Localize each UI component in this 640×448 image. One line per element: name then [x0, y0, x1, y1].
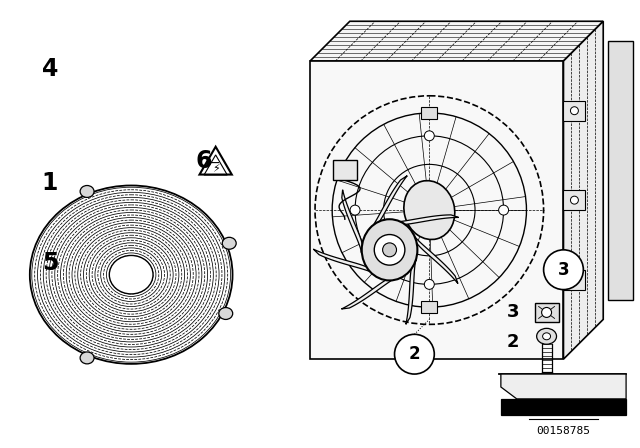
Polygon shape	[501, 374, 626, 399]
Polygon shape	[406, 259, 416, 324]
Polygon shape	[501, 399, 626, 415]
Text: 6: 6	[196, 149, 212, 173]
Text: 5: 5	[42, 251, 58, 275]
Text: —: —	[205, 157, 220, 171]
Polygon shape	[421, 301, 437, 313]
Polygon shape	[310, 21, 604, 61]
Text: 3: 3	[557, 261, 570, 279]
Polygon shape	[370, 176, 407, 229]
Polygon shape	[534, 302, 559, 323]
Polygon shape	[333, 160, 356, 180]
Ellipse shape	[537, 328, 557, 344]
Ellipse shape	[543, 333, 550, 340]
Polygon shape	[342, 190, 362, 253]
Ellipse shape	[570, 107, 579, 115]
Circle shape	[543, 250, 583, 289]
Text: ⚡: ⚡	[212, 164, 220, 174]
Ellipse shape	[80, 185, 94, 198]
Ellipse shape	[222, 237, 236, 249]
Ellipse shape	[374, 235, 405, 265]
Polygon shape	[421, 107, 437, 119]
Polygon shape	[563, 21, 604, 359]
Ellipse shape	[570, 196, 579, 204]
Ellipse shape	[383, 243, 397, 257]
Ellipse shape	[362, 219, 417, 280]
Ellipse shape	[350, 205, 360, 215]
Ellipse shape	[570, 276, 579, 284]
Polygon shape	[393, 215, 459, 224]
Polygon shape	[608, 41, 633, 300]
Text: 00158785: 00158785	[536, 426, 591, 436]
Ellipse shape	[541, 307, 552, 318]
Text: 3: 3	[507, 303, 519, 321]
Text: 2: 2	[408, 345, 420, 363]
Circle shape	[394, 334, 435, 374]
Ellipse shape	[219, 307, 233, 319]
Polygon shape	[200, 147, 232, 175]
Polygon shape	[310, 61, 563, 359]
Ellipse shape	[80, 352, 94, 364]
Text: 4: 4	[42, 57, 58, 81]
Polygon shape	[314, 249, 374, 274]
Polygon shape	[414, 235, 458, 284]
Ellipse shape	[424, 280, 435, 289]
Polygon shape	[563, 101, 586, 121]
Text: 2: 2	[507, 333, 519, 351]
Polygon shape	[563, 270, 586, 289]
Polygon shape	[342, 277, 399, 309]
Ellipse shape	[424, 131, 435, 141]
Polygon shape	[563, 190, 586, 210]
Ellipse shape	[499, 205, 509, 215]
Text: 1: 1	[42, 171, 58, 195]
Ellipse shape	[404, 181, 455, 240]
Ellipse shape	[109, 255, 153, 294]
